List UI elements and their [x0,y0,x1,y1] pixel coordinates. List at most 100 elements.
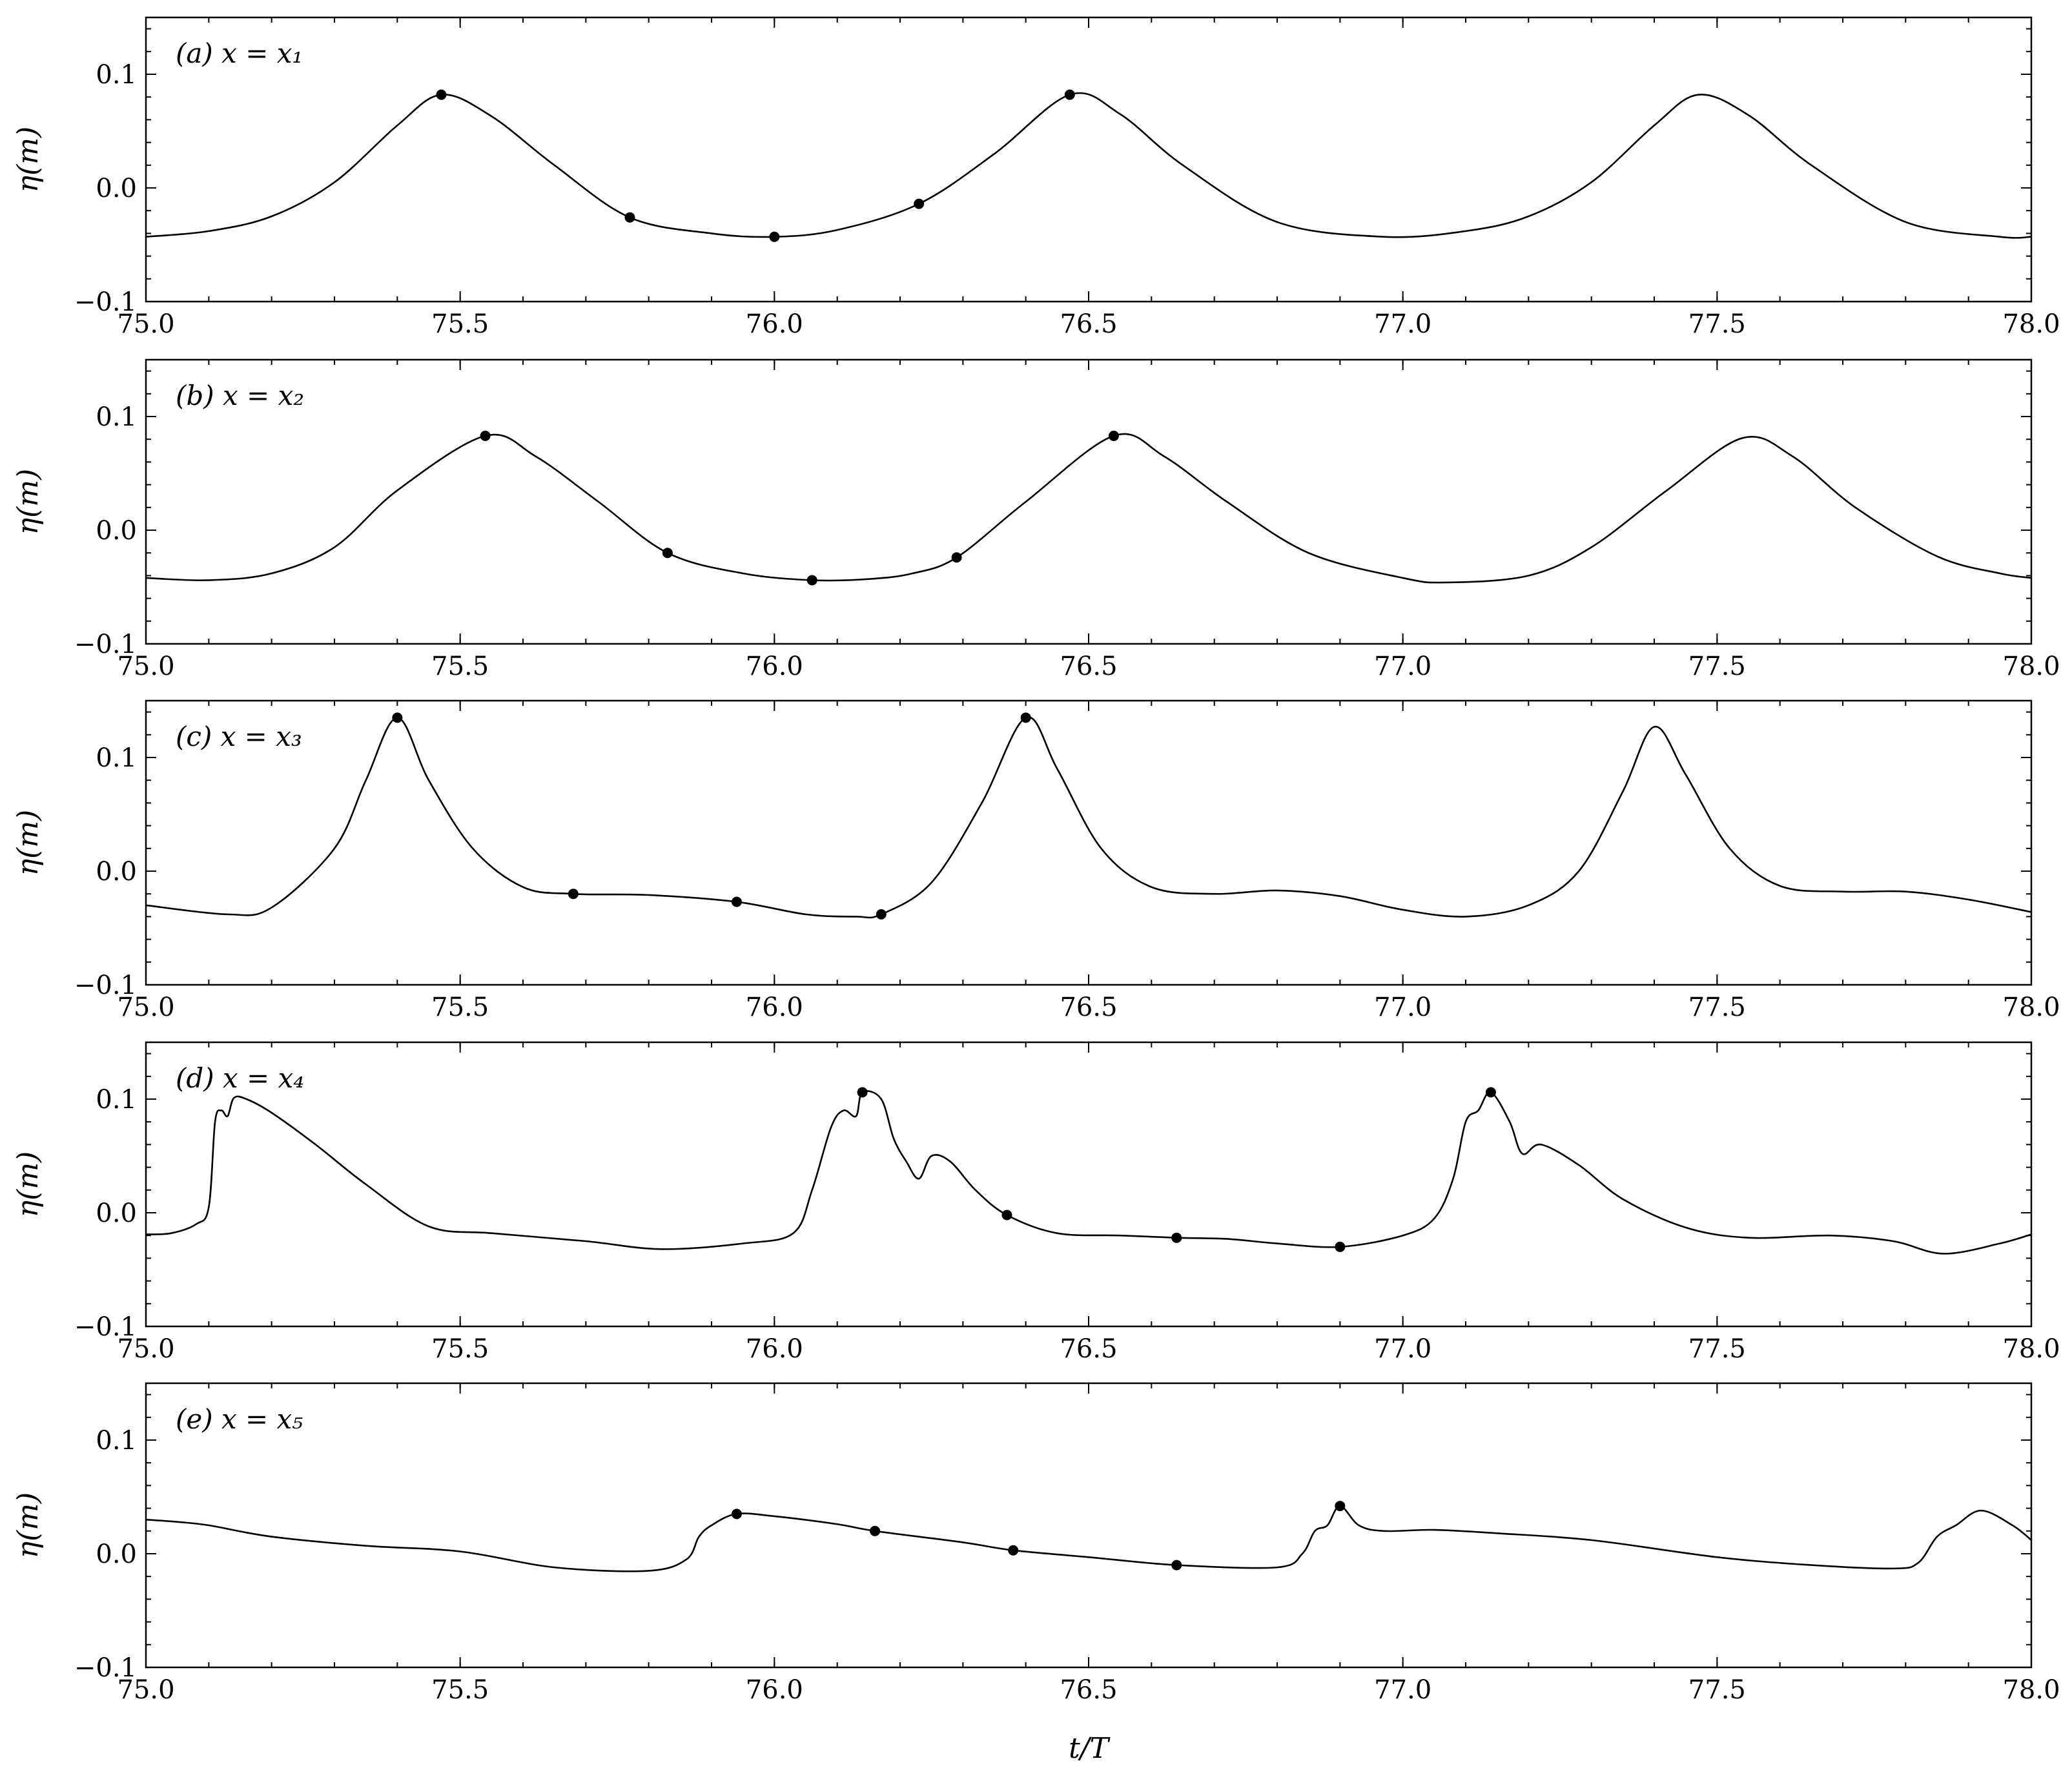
x-tick-label: 75.0 [117,1675,174,1705]
y-tick-label: −0.1 [74,630,137,659]
y-tick-label: 0.0 [96,1540,137,1569]
x-tick-label: 75.5 [431,1675,489,1705]
x-tick-label: 78.0 [2002,652,2060,681]
x-tick-label: 76.0 [746,993,803,1022]
plot-frame [145,16,2033,303]
plot-frame [145,1382,2033,1669]
data-point-marker [1020,712,1031,723]
x-tick-label: 76.0 [746,652,803,681]
x-tick-label: 76.5 [1060,309,1117,339]
panel-label: (c) x = x₃ [176,721,302,752]
data-point-marker [731,1509,742,1520]
x-tick-label: 76.0 [746,1675,803,1705]
panel-5: 75.0 75.5 76.0 76.5 77.0 77.5 78.0 −0.1 0.0 0.1 η(… [12,1382,2060,1705]
x-tick-label: 75.5 [431,993,489,1022]
data-point-marker [870,1525,881,1536]
x-tick-label: 75.5 [431,1334,489,1364]
x-tick-label: 77.5 [1688,993,1746,1022]
series-line [145,1505,2032,1572]
data-point-marker [1485,1087,1496,1098]
y-tick-label: 0.0 [96,857,137,887]
x-tick-label: 76.0 [746,1334,803,1364]
y-tick-label: 0.1 [96,60,137,90]
x-tick-label: 78.0 [2002,1334,2060,1364]
x-tick-label: 75.5 [431,309,489,339]
data-point-marker [1171,1560,1182,1571]
x-tick-label: 77.0 [1374,652,1431,681]
data-point-marker [806,575,817,586]
panel-label: (e) x = x₅ [176,1403,303,1435]
data-point-marker [624,212,635,223]
data-point-marker [1335,1501,1346,1512]
y-tick-label: 0.1 [96,743,137,773]
data-point-marker [1064,89,1075,100]
panel-label: (b) x = x₂ [176,380,304,411]
data-point-marker [857,1087,868,1098]
data-point-marker [1108,430,1119,441]
plot-frame [145,1041,2033,1328]
panel-3: 75.0 75.5 76.0 76.5 77.0 77.5 78.0 −0.1 0.0 0.1 η(… [12,699,2060,1022]
data-point-marker [436,89,447,100]
y-tick-label: 0.1 [96,1085,137,1115]
data-point-marker [662,548,673,559]
series-line [145,716,2032,919]
x-tick-label: 75.0 [117,1334,174,1364]
data-point-marker [876,909,887,920]
x-tick-label: 76.5 [1060,652,1117,681]
x-tick-label: 77.0 [1374,993,1431,1022]
y-axis-label: η(m) [12,810,45,876]
x-tick-label: 76.5 [1060,1334,1117,1364]
x-tick-label: 75.0 [117,652,174,681]
y-axis-label: η(m) [12,1151,45,1217]
series-line [145,1090,2032,1255]
panel-1: 75.0 75.5 76.0 76.5 77.0 77.5 78.0 −0.1 0.0 0.1 η(… [12,16,2060,339]
data-point-marker [1171,1232,1182,1243]
data-point-marker [1001,1210,1012,1221]
x-tick-label: 77.5 [1688,1675,1746,1705]
data-point-marker [392,712,403,723]
x-tick-label: 77.5 [1688,309,1746,339]
x-tick-label: 77.0 [1374,309,1431,339]
series-line [145,92,2032,239]
data-point-marker [480,430,491,441]
data-point-marker [1335,1241,1346,1252]
y-axis-label: η(m) [12,469,45,535]
y-tick-label: −0.1 [74,971,137,1000]
data-point-marker [568,889,579,900]
x-tick-label: 76.5 [1060,1675,1117,1705]
x-tick-label: 77.0 [1374,1334,1431,1364]
panel-label: (d) x = x₄ [176,1062,304,1094]
x-tick-label: 75.0 [117,993,174,1022]
x-tick-label: 77.5 [1688,1334,1746,1364]
x-tick-label: 77.5 [1688,652,1746,681]
x-tick-label: 77.0 [1374,1675,1431,1705]
y-tick-label: 0.1 [96,402,137,432]
y-tick-label: −0.1 [74,1653,137,1683]
x-tick-label: 76.0 [746,309,803,339]
x-tick-label: 78.0 [2002,993,2060,1022]
y-tick-label: 0.0 [96,1199,137,1228]
y-tick-label: −0.1 [74,1312,137,1342]
y-tick-label: 0.0 [96,516,137,546]
y-tick-label: 0.0 [96,174,137,203]
x-tick-label: 78.0 [2002,309,2060,339]
data-point-marker [914,198,925,209]
panel-2: 75.0 75.5 76.0 76.5 77.0 77.5 78.0 −0.1 0.0 0.1 η(… [12,358,2060,681]
panel-label: (a) x = x₁ [176,37,303,69]
y-axis-label: η(m) [12,1492,45,1558]
x-axis-label: t/T [1069,1732,1111,1765]
y-tick-label: −0.1 [74,287,137,317]
series-line [145,433,2032,584]
x-tick-label: 78.0 [2002,1675,2060,1705]
x-tick-label: 75.5 [431,652,489,681]
plot-frame [145,358,2033,645]
y-tick-label: 0.1 [96,1426,137,1456]
plot-frame [145,699,2033,986]
data-point-marker [731,896,742,907]
data-point-marker [951,552,962,563]
data-point-marker [769,231,780,242]
x-tick-label: 76.5 [1060,993,1117,1022]
data-point-marker [1008,1545,1019,1556]
panel-4: 75.0 75.5 76.0 76.5 77.0 77.5 78.0 −0.1 0.0 0.1 η(… [12,1041,2060,1364]
